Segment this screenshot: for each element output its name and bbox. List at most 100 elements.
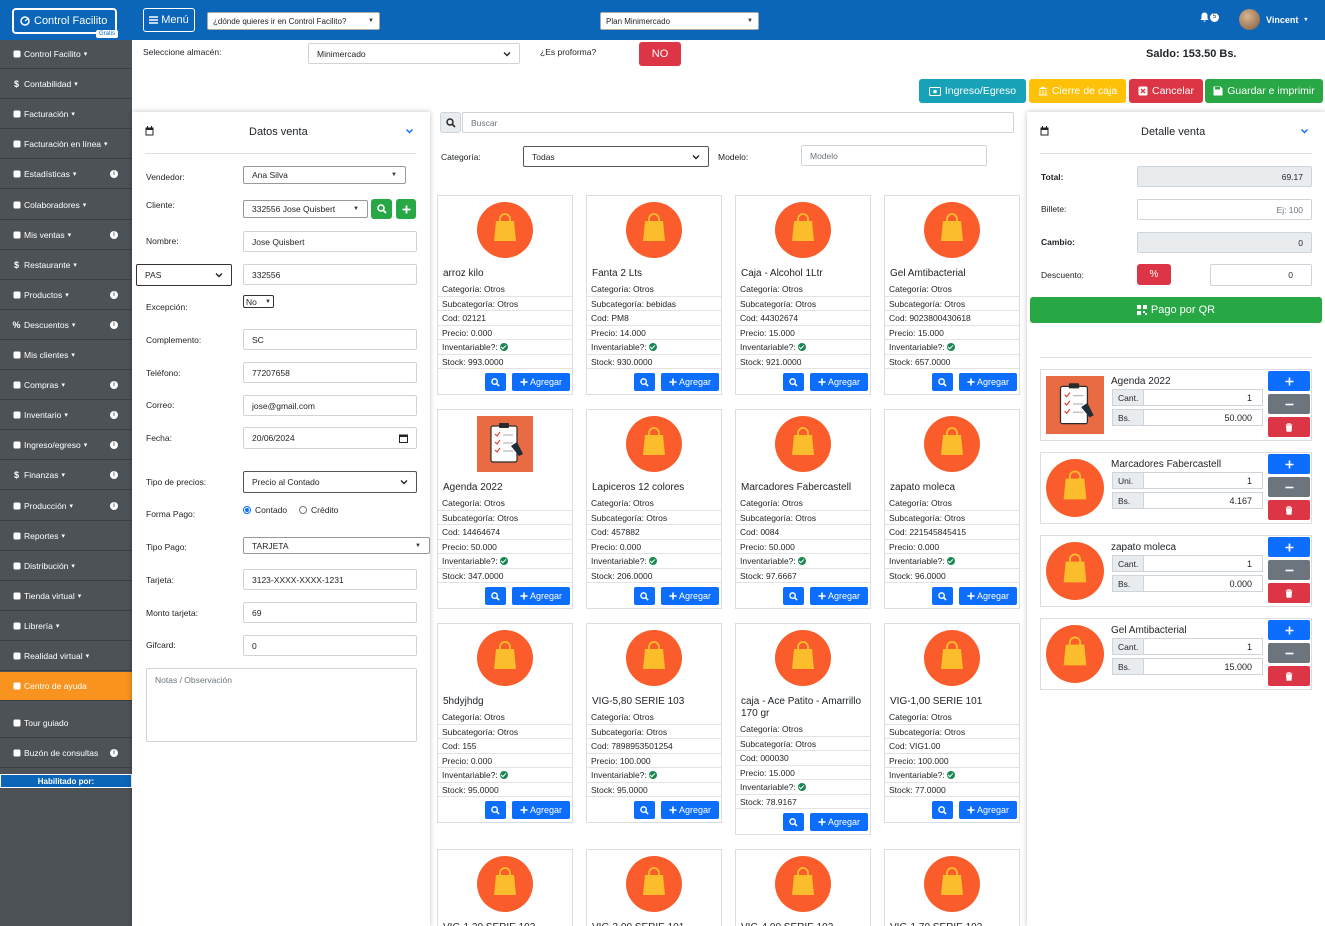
- product-card[interactable]: arroz kilo Categoría: Otros Subcategoría: …: [437, 195, 573, 395]
- complemento-input[interactable]: SC: [243, 329, 417, 350]
- product-card[interactable]: Gel Amtibacterial Categoría: Otros Subcate…: [884, 195, 1020, 395]
- search-button[interactable]: [440, 112, 461, 133]
- user-menu[interactable]: Vincent ▾: [1239, 9, 1307, 30]
- increment-button[interactable]: [1268, 371, 1310, 391]
- view-product-button[interactable]: [485, 587, 506, 605]
- view-product-button[interactable]: [634, 801, 655, 819]
- notifications[interactable]: 5: [1200, 12, 1219, 22]
- sidebar-item-librería[interactable]: Librería ▾: [0, 612, 132, 641]
- sidebar-item-estadísticas[interactable]: Estadísticas ▾ i: [0, 160, 132, 190]
- product-card[interactable]: VIG-3,00 SERIE 101: [586, 849, 722, 926]
- qty-input[interactable]: 1: [1143, 555, 1263, 572]
- sidebar-item-centro-de-ayuda[interactable]: Centro de ayuda: [0, 672, 132, 702]
- info-icon[interactable]: i: [110, 381, 118, 390]
- delete-button[interactable]: [1268, 666, 1310, 686]
- product-card[interactable]: 5hdyjhdg Categoría: Otros Subcategoría: Ot…: [437, 623, 573, 823]
- sidebar-item-descuentos[interactable]: % Descuentos ▾ i: [0, 311, 132, 340]
- vendedor-select[interactable]: Ana Silva ▼: [243, 166, 406, 184]
- product-card[interactable]: VIG-1,70 SERIE 102: [884, 849, 1020, 926]
- increment-button[interactable]: [1268, 620, 1310, 640]
- product-card[interactable]: caja - Ace Patito - Amarrillo 170 gr Cate…: [735, 623, 871, 835]
- product-card[interactable]: VIG-5,80 SERIE 103 Categoría: Otros Subcat…: [586, 623, 722, 823]
- add-product-button[interactable]: Agregar: [810, 373, 868, 391]
- price-input[interactable]: 4.167: [1143, 492, 1263, 509]
- ingreso-egreso-button[interactable]: Ingreso/Egreso: [919, 79, 1026, 103]
- cliente-select[interactable]: 332556 Jose Quisbert ▼: [243, 200, 368, 218]
- sidebar-item-mis-clientes[interactable]: Mis clientes ▾: [0, 341, 132, 370]
- info-icon[interactable]: i: [110, 471, 118, 480]
- forma-credito-radio[interactable]: Crédito: [299, 505, 338, 515]
- doc-number-input[interactable]: 332556: [243, 264, 417, 285]
- product-card[interactable]: Fanta 2 Lts Categoría: Otros Subcategoría:…: [586, 195, 722, 395]
- add-product-button[interactable]: Agregar: [810, 587, 868, 605]
- sidebar-item-reportes[interactable]: Reportes ▾: [0, 522, 132, 551]
- delete-button[interactable]: [1268, 417, 1310, 437]
- almacen-select[interactable]: Minimercado: [308, 43, 520, 64]
- view-product-button[interactable]: [634, 587, 655, 605]
- add-product-button[interactable]: Agregar: [512, 373, 570, 391]
- product-card[interactable]: Marcadores Fabercastell Categoría: Otros S…: [735, 409, 871, 609]
- product-card[interactable]: zapato moleca Categoría: Otros Subcategorí…: [884, 409, 1020, 609]
- sidebar-item-tour-guiado[interactable]: Tour guiado: [0, 709, 132, 738]
- product-card[interactable]: VIG-1,00 SERIE 101 Categoría: Otros Subcat…: [884, 623, 1020, 823]
- nav-select[interactable]: ¿dónde quieres ir en Control Facilito? ▼: [207, 12, 380, 30]
- view-product-button[interactable]: [783, 813, 804, 831]
- sidebar-item-inventario[interactable]: Inventario ▾ i: [0, 401, 132, 431]
- add-product-button[interactable]: Agregar: [959, 587, 1017, 605]
- product-card[interactable]: Lapiceros 12 colores Categoría: Otros Subc…: [586, 409, 722, 609]
- forma-contado-radio[interactable]: Contado: [243, 505, 287, 515]
- chevron-down-icon[interactable]: [1301, 128, 1308, 134]
- product-search-input[interactable]: Buscar: [462, 112, 1014, 133]
- view-product-button[interactable]: [634, 373, 655, 391]
- gifcard-input[interactable]: 0: [243, 635, 417, 656]
- doc-type-select[interactable]: PAS: [136, 264, 232, 286]
- view-product-button[interactable]: [485, 801, 506, 819]
- qty-input[interactable]: 1: [1143, 389, 1263, 406]
- product-card[interactable]: Agenda 2022 Categoría: Otros Subcategoría:…: [437, 409, 573, 609]
- tipo-precios-select[interactable]: Precio al Contado: [243, 471, 417, 493]
- correo-input[interactable]: jose@gmail.com: [243, 395, 417, 416]
- sidebar-item-restaurante[interactable]: $ Restaurante ▾: [0, 251, 132, 280]
- sidebar-item-productos[interactable]: Productos ▾ i: [0, 281, 132, 310]
- view-product-button[interactable]: [783, 587, 804, 605]
- telefono-input[interactable]: 77207658: [243, 362, 417, 383]
- monto-tarjeta-input[interactable]: 69: [243, 602, 417, 623]
- increment-button[interactable]: [1268, 537, 1310, 557]
- billete-input[interactable]: Ej: 100: [1137, 199, 1312, 220]
- plan-select[interactable]: Plan Minimercado ▼: [600, 12, 759, 30]
- qty-input[interactable]: 1: [1143, 638, 1263, 655]
- sidebar-item-facturación-en-línea[interactable]: Facturación en línea ▾: [0, 130, 132, 160]
- pago-qr-button[interactable]: Pago por QR: [1030, 297, 1322, 323]
- excepcion-select[interactable]: No ▼: [243, 295, 274, 308]
- info-icon[interactable]: i: [110, 320, 118, 329]
- notas-textarea[interactable]: Notas / Observación: [146, 668, 417, 742]
- add-cliente-button[interactable]: [396, 199, 416, 219]
- delete-button[interactable]: [1268, 500, 1310, 520]
- price-input[interactable]: 0.000: [1143, 575, 1263, 592]
- tarjeta-input[interactable]: 3123-XXXX-XXXX-1231: [243, 569, 417, 590]
- modelo-input[interactable]: Modelo: [801, 145, 987, 166]
- sidebar-item-realidad-virtual[interactable]: Realidad virtual ▾: [0, 642, 132, 671]
- info-icon[interactable]: i: [110, 170, 118, 179]
- brand-logo[interactable]: Control Facilito Gratis: [12, 8, 118, 38]
- price-input[interactable]: 15.000: [1143, 658, 1263, 675]
- chevron-down-icon[interactable]: [406, 128, 413, 134]
- sidebar-item-control-facilito[interactable]: Control Facilito ▾: [0, 40, 132, 69]
- view-product-button[interactable]: [932, 373, 953, 391]
- product-card[interactable]: VIG-4,00 SERIE 102: [735, 849, 871, 926]
- decrement-button[interactable]: [1268, 643, 1310, 663]
- sidebar-item-mis-ventas[interactable]: Mis ventas ▾ i: [0, 221, 132, 250]
- nombre-input[interactable]: Jose Quisbert: [243, 231, 417, 252]
- increment-button[interactable]: [1268, 454, 1310, 474]
- info-icon[interactable]: i: [110, 749, 118, 758]
- product-card[interactable]: Caja - Alcohol 1Ltr Categoría: Otros Subca…: [735, 195, 871, 395]
- add-product-button[interactable]: Agregar: [512, 801, 570, 819]
- sidebar-item-buzón-de-consultas[interactable]: Buzón de consultas i: [0, 739, 132, 769]
- descuento-percent-button[interactable]: %: [1137, 264, 1171, 285]
- add-product-button[interactable]: Agregar: [661, 587, 719, 605]
- sidebar-item-distribución[interactable]: Distribución ▾: [0, 552, 132, 581]
- sidebar-item-tienda-virtual[interactable]: Tienda virtual ▾: [0, 582, 132, 611]
- sidebar-item-ingreso-egreso[interactable]: Ingreso/egreso ▾ i: [0, 431, 132, 461]
- view-product-button[interactable]: [932, 587, 953, 605]
- decrement-button[interactable]: [1268, 560, 1310, 580]
